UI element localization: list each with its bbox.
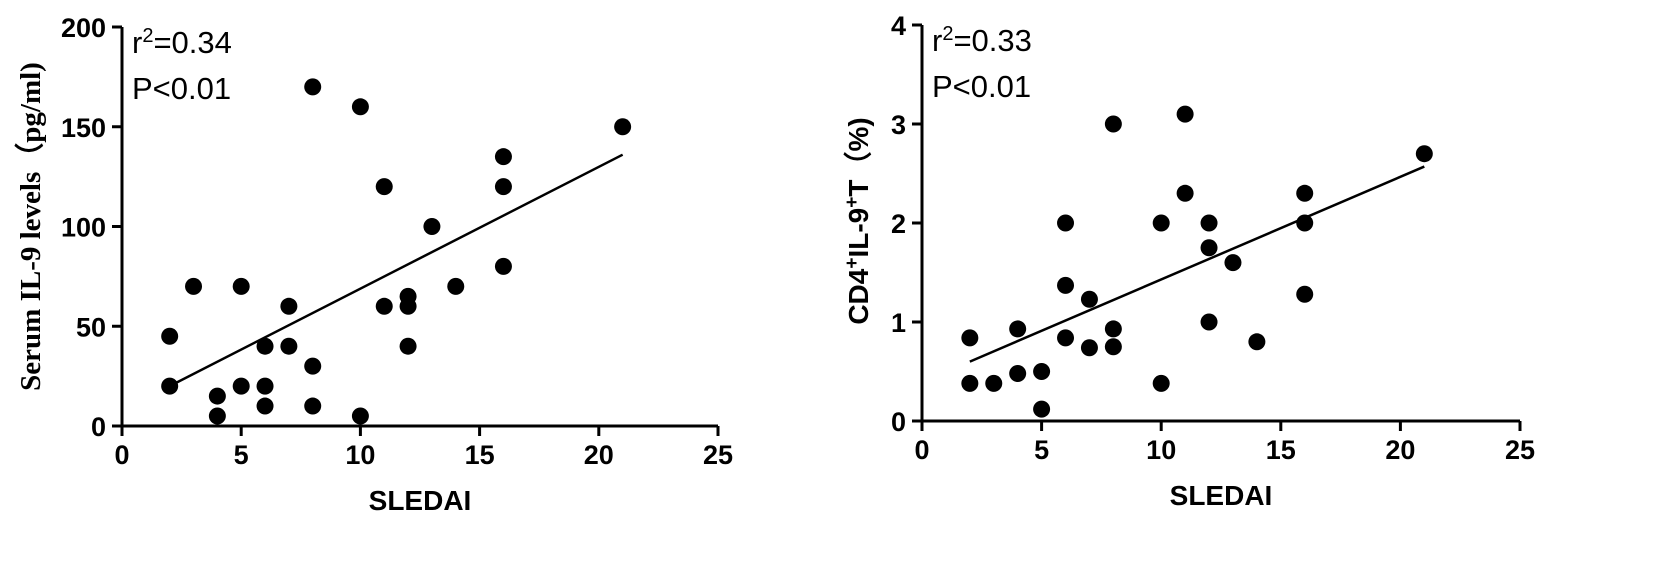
y-tick-label: 1 [891,308,906,338]
x-tick-label: 25 [703,440,733,470]
scatter-point [961,329,979,347]
scatter-point [494,178,512,196]
x-tick-label: 15 [1266,435,1296,465]
scatter-point [1033,363,1051,380]
scatter-point [208,407,226,425]
scatter-point [185,277,203,295]
y-tick-label: 2 [891,209,906,239]
x-tick-label: 10 [345,440,375,470]
y-tick-label: 3 [891,110,906,140]
scatter-point [1296,214,1314,232]
scatter-point [304,78,322,96]
y-tick-label: 50 [76,312,106,342]
scatter-point [1296,285,1314,303]
y-tick-label: 100 [61,213,106,243]
scatter-point [256,377,274,395]
y-axis-title-part: T（%) [842,117,874,196]
scatter-point [304,357,322,375]
scatter-point [1200,214,1218,232]
scatter-point [161,377,179,395]
scatter-point [1200,313,1218,331]
scatter-point [375,297,393,315]
chart-2: 0 5 10 15 20 2501234SLEDAICD4+IL-9+T（%)r2=0.3… [842,11,1536,511]
scatter-point [208,387,226,405]
y-axis-title-superscript: + [842,258,863,269]
y-axis-title-part: CD4 [843,268,874,324]
r-squared-annotation: r2=0.33 [932,23,1032,58]
y-axis-title: Serum IL-9 levels（pg/ml) [14,62,47,391]
scatter-point [1152,374,1170,392]
scatter-point [232,377,250,395]
scatter-point [1248,333,1266,351]
x-tick-label: 15 [465,440,495,470]
scatter-point [351,407,369,425]
scatter-point [1176,184,1194,202]
y-axis-title-superscript: + [842,197,863,208]
y-tick-label: 0 [891,407,906,437]
scatter-point [1176,105,1194,123]
x-tick-label: 20 [1385,435,1415,465]
scatter-point [351,98,369,116]
r-squared-annotation: r2=0.34 [132,25,232,60]
scatter-point [494,257,512,275]
scatter-point [1296,184,1314,202]
scatter-point [232,277,250,295]
x-tick-label: 5 [1034,435,1049,465]
scatter-point [375,178,393,196]
scatter-point [1200,239,1218,257]
y-tick-label: 4 [891,11,906,41]
scatter-point [1152,214,1170,232]
x-tick-label: 20 [584,440,614,470]
x-axis-title: SLEDAI [369,485,472,516]
x-tick-label: 0 [114,440,129,470]
x-axis-title: SLEDAI [1170,480,1273,511]
scatter-point [399,297,417,315]
scatter-point [399,337,417,355]
scatter-point [256,337,274,355]
regression-line [969,165,1425,363]
scatter-point [1415,145,1433,163]
scatter-point [447,277,465,295]
x-tick-label: 10 [1146,435,1176,465]
regression-line [169,153,624,388]
scatter-point [161,327,179,345]
scatter-point [494,148,512,166]
x-tick-label: 25 [1505,435,1535,465]
y-axis-title-part: IL-9 [843,208,874,258]
scatter-point [985,374,1003,392]
scatter-point [1057,214,1075,232]
p-value-annotation: P<0.01 [932,69,1031,104]
y-tick-label: 200 [61,13,106,43]
scatter-point [1009,320,1027,338]
scatter-point [1080,290,1098,308]
scatter-point [1224,254,1242,272]
x-tick-label: 0 [914,435,929,465]
y-tick-label: 150 [61,113,106,143]
x-tick-label: 5 [234,440,249,470]
scatter-point [280,337,298,355]
y-tick-label: 0 [91,412,106,442]
p-value-annotation: P<0.01 [132,71,231,106]
scatter-point [614,118,632,136]
scatter-point [961,374,979,392]
scatter-point [280,297,298,315]
y-axis-title: CD4+IL-9+T（%) [842,117,875,324]
chart-1: 0 5 10 15 20 25 0 50 100 150 200 SLEDAI Serum IL-9 l… [14,13,733,516]
scatter-point [1057,329,1075,347]
scatter-point [1033,400,1051,418]
scatter-point [423,218,441,235]
scatter-point [1104,320,1122,338]
scatter-point [1057,276,1075,294]
scatter-point [256,397,274,415]
scatter-point [1080,339,1098,357]
scatter-point [304,397,322,415]
scatter-point [1104,115,1122,133]
scatter-point [1104,338,1122,356]
scatter-point [1009,364,1027,382]
